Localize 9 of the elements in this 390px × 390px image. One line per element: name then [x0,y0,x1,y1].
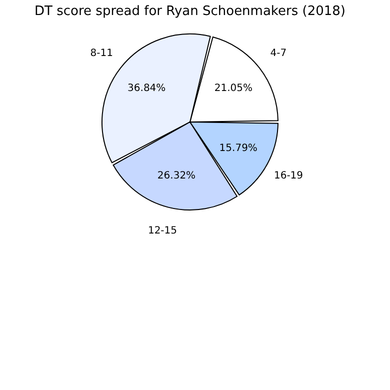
data-label: 21.05% [214,83,252,94]
slice-label: 8-11 [90,48,113,60]
data-label: 26.32% [157,170,196,182]
chart-title: DT score spread for Ryan Schoenmakers (2018) [34,4,346,19]
data-label: 15.79% [219,143,258,154]
data-label: 36.84% [128,83,166,94]
slice-label: 4-7 [270,48,287,60]
slice-label: 12-15 [148,226,178,237]
slice-label: 16-19 [274,170,304,182]
